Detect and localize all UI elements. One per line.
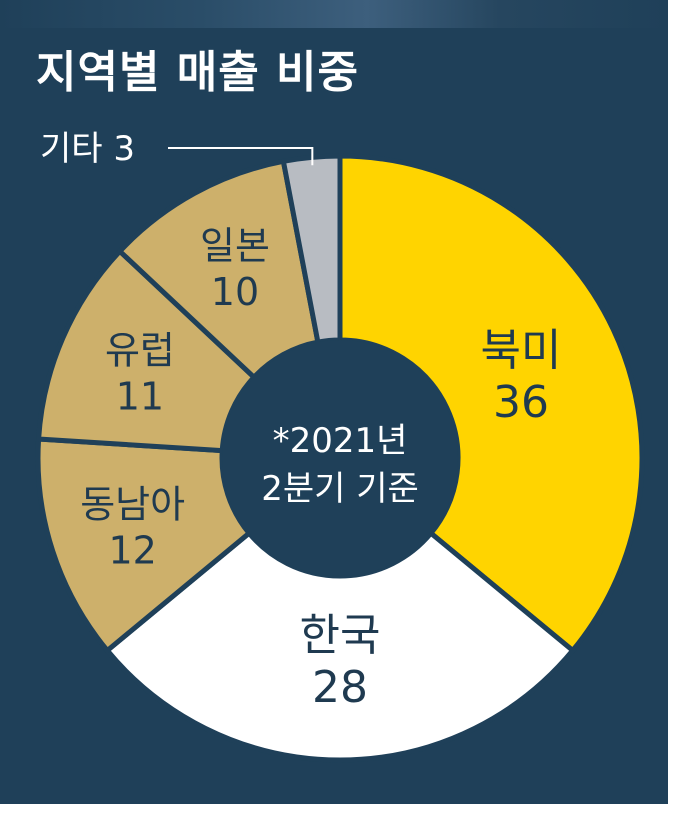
chart-title: 지역별 매출 비중	[36, 47, 359, 98]
slice-6-callout-label: 기타 3	[40, 129, 135, 169]
slice-2-label: 한국	[300, 610, 381, 661]
slice-1-label: 북미	[480, 325, 561, 376]
slice-5-label: 일본	[200, 224, 270, 268]
center-note-line-2: 2분기 기준	[261, 469, 419, 509]
slice-4-value: 11	[116, 374, 164, 418]
center-hole	[222, 340, 458, 576]
slice-6-leader-line	[168, 147, 314, 166]
slice-5-value: 10	[211, 270, 259, 314]
chart-panel: 지역별 매출 비중 *2021년 2분기 기준 북미 36 한국 28 동남아 12 유럽 1…	[0, 0, 668, 804]
slice-3-label: 동남아	[80, 482, 185, 526]
header-strip	[0, 0, 668, 28]
slice-3-value: 12	[108, 528, 156, 572]
center-note-line-1: *2021년	[273, 421, 408, 461]
slice-2-wedge	[103, 529, 577, 763]
slice-1-wedge	[337, 153, 645, 655]
slice-2-value: 28	[312, 662, 368, 713]
slice-4-label: 유럽	[105, 328, 175, 372]
slice-1-value: 36	[493, 377, 549, 428]
